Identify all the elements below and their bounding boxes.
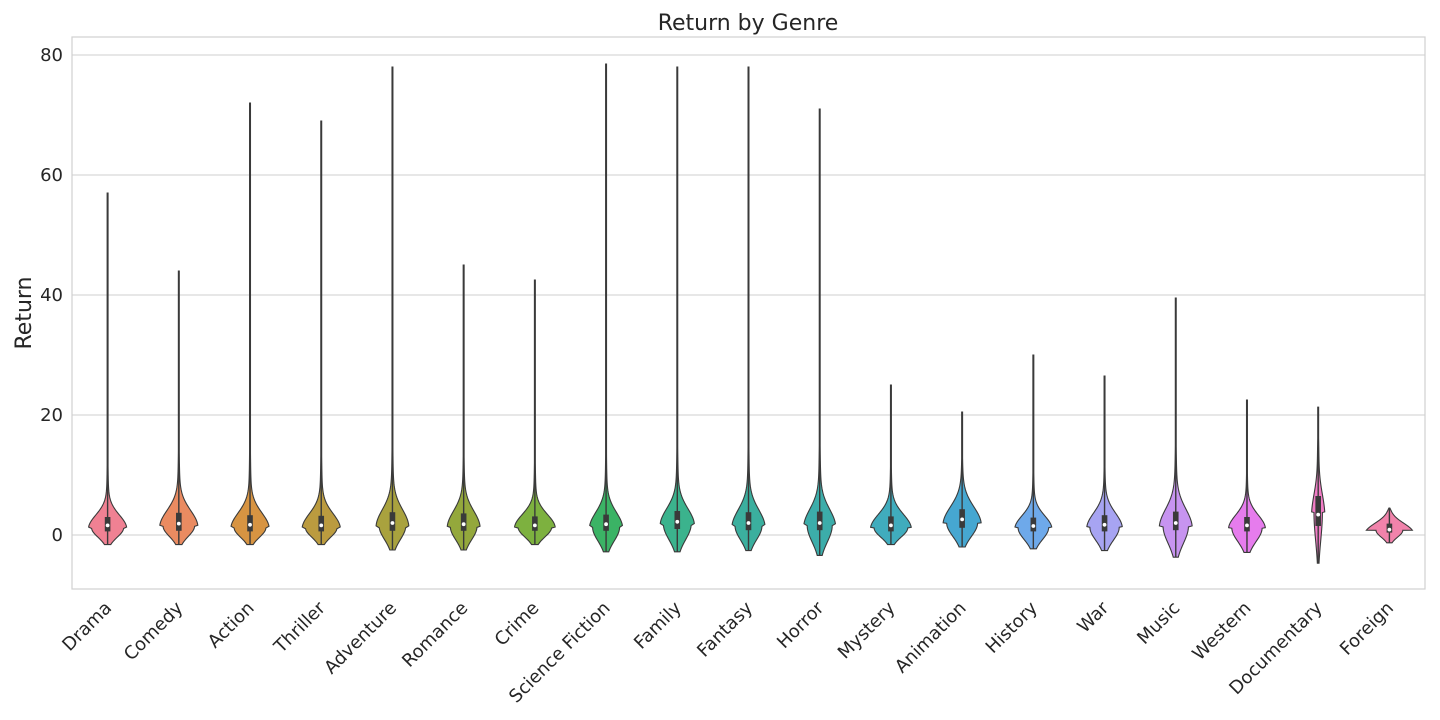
y-axis-label: Return — [12, 276, 37, 349]
violin-animation — [942, 411, 982, 548]
iqr-box — [1315, 496, 1321, 526]
x-tick-label: Foreign — [1336, 598, 1398, 660]
x-tick-label: Horror — [773, 597, 829, 653]
x-axis-ticks: Drama Comedy Action ThrillerAdventureRomanc… — [58, 597, 1398, 707]
violin-horror — [803, 108, 837, 556]
x-tick-label: Family — [630, 597, 686, 653]
x-tick-label: Comedy — [120, 597, 188, 665]
x-tick-label: War — [1073, 597, 1113, 637]
violin-documentary — [1311, 406, 1326, 564]
violin-war — [1086, 375, 1123, 552]
x-tick-label: Thriller — [269, 597, 330, 658]
median-dot — [1245, 523, 1249, 528]
x-tick-label: Western — [1188, 598, 1255, 665]
median-dot — [604, 522, 608, 527]
violin-thriller — [301, 120, 341, 546]
y-tick-label: 60 — [40, 165, 63, 186]
violin-fantasy — [731, 66, 766, 552]
iqr-box — [816, 511, 823, 531]
violin-mystery — [869, 384, 912, 546]
violin-crime — [513, 279, 556, 546]
violin-music — [1158, 297, 1193, 558]
violin-family — [659, 66, 695, 553]
median-dot — [1387, 527, 1392, 532]
violin-foreign — [1365, 507, 1414, 544]
median-dot — [319, 523, 324, 528]
median-dot — [461, 522, 466, 527]
y-tick-label: 80 — [40, 45, 63, 66]
median-dot — [960, 517, 965, 522]
violin-romance — [446, 264, 481, 551]
x-tick-label: Mystery — [834, 597, 900, 663]
violin-drama — [87, 192, 128, 546]
median-dot — [1031, 524, 1036, 528]
median-dot — [889, 523, 893, 528]
violin-action — [230, 102, 270, 546]
median-dot — [390, 521, 395, 525]
x-tick-label: History — [982, 597, 1042, 657]
violin-comedy — [159, 270, 199, 546]
median-dot — [1102, 522, 1107, 527]
iqr-box — [460, 513, 467, 531]
x-tick-label: Animation — [891, 598, 971, 678]
median-dot — [1173, 521, 1178, 525]
median-dot — [675, 519, 680, 524]
x-tick-label: Action — [204, 598, 259, 653]
x-tick-label: Music — [1133, 598, 1184, 649]
median-dot — [105, 523, 110, 528]
median-dot — [746, 521, 751, 525]
violins — [87, 63, 1414, 564]
x-tick-label: Crime — [491, 598, 544, 651]
x-tick-label: Romance — [398, 598, 472, 672]
violin-history — [1014, 354, 1053, 550]
median-dot — [176, 521, 181, 526]
y-tick-label: 0 — [52, 525, 63, 546]
median-dot — [817, 521, 822, 525]
plot-area-frame — [71, 36, 1426, 590]
y-tick-label: 20 — [40, 405, 63, 426]
violin-western — [1228, 399, 1266, 553]
x-tick-label: Drama — [58, 598, 116, 656]
median-dot — [532, 523, 537, 528]
x-tick-label: Fantasy — [693, 597, 757, 661]
y-axis-ticks: 0 20 40 60 80 — [40, 45, 63, 546]
median-dot — [248, 522, 252, 527]
violin-science-fiction — [589, 63, 624, 553]
chart-title: Return by Genre — [658, 11, 839, 36]
violin-adventure — [375, 66, 410, 551]
y-tick-label: 40 — [40, 285, 63, 306]
median-dot — [1316, 512, 1321, 517]
iqr-box — [1172, 511, 1179, 531]
x-tick-label: Adventure — [320, 598, 401, 679]
